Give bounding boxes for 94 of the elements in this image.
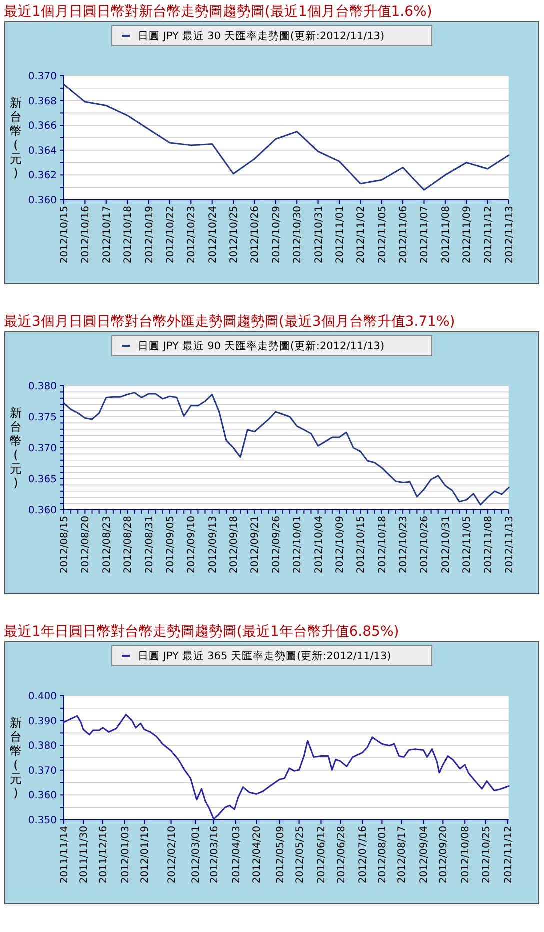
x-tick-label: 2012/07/16 — [358, 826, 370, 884]
y-tick-label: 0.368 — [28, 96, 57, 108]
x-tick-label: 2012/09/13 — [208, 516, 219, 574]
x-tick-label: 2012/10/17 — [102, 206, 113, 264]
y-tick-label: 0.360 — [28, 790, 57, 802]
x-tick-label: 2012/09/20 — [438, 826, 450, 884]
x-tick-label: 2012/10/18 — [377, 516, 388, 574]
y-tick-label: 0.370 — [28, 766, 57, 777]
y-tick-label: 0.375 — [28, 412, 57, 424]
x-tick-label: 2012/10/23 — [186, 206, 198, 264]
x-tick-label: 2012/10/31 — [314, 206, 325, 264]
y-axis-title: 新台幣(元) — [10, 716, 22, 800]
x-tick-label: 2012/04/03 — [231, 826, 242, 884]
x-tick-label: 2012/10/25 — [481, 826, 492, 884]
x-tick-label: 2012/09/21 — [250, 516, 262, 574]
x-tick-label: 2012/10/09 — [334, 516, 346, 574]
x-tick-label: 2012/01/19 — [140, 826, 151, 884]
y-tick-label: 0.350 — [28, 816, 57, 826]
x-tick-label: 2012/10/08 — [460, 826, 472, 884]
x-tick-label: 2012/10/23 — [398, 516, 410, 574]
x-tick-label: 2012/10/24 — [208, 206, 219, 264]
x-tick-label: 2012/02/10 — [166, 826, 178, 884]
x-tick-label: 2012/06/28 — [336, 826, 348, 884]
x-tick-label: 2012/08/28 — [123, 516, 134, 574]
x-tick-label: 2012/11/08 — [440, 206, 452, 264]
x-tick-label: 2012/10/15 — [356, 516, 368, 574]
y-tick-label: 0.364 — [28, 146, 57, 157]
y-tick-label: 0.366 — [28, 121, 57, 132]
x-tick-label: 2012/08/17 — [397, 826, 408, 884]
x-tick-label: 2012/10/26 — [420, 516, 431, 574]
x-tick-label: 2012/10/25 — [229, 206, 240, 264]
legend-label: 日圓 JPY 最近 30 天匯率走勢圖(更新:2012/11/13) — [138, 30, 385, 43]
chart-title: 最近3個月日圓日幣對台幣外匯走勢圖趨勢圖(最近3個月台幣升值3.71%) — [4, 314, 456, 330]
x-tick-label: 2012/11/02 — [356, 206, 368, 264]
y-tick-label: 0.380 — [28, 382, 57, 392]
x-tick-label: 2012/03/01 — [191, 826, 202, 884]
legend-label: 日圓 JPY 最近 90 天匯率走勢圖(更新:2012/11/13) — [138, 340, 385, 353]
x-tick-label: 2012/09/26 — [271, 516, 282, 574]
x-tick-label: 2012/03/16 — [209, 826, 220, 884]
x-tick-label: 2012/11/01 — [334, 206, 346, 264]
x-tick-label: 2012/11/08 — [483, 516, 494, 574]
x-tick-label: 2012/04/20 — [252, 826, 264, 884]
y-tick-label: 0.390 — [28, 716, 57, 728]
x-tick-label: 2012/09/18 — [229, 516, 240, 574]
x-tick-label: 2012/11/09 — [462, 206, 474, 264]
x-tick-label: 2012/11/12 — [483, 206, 494, 264]
x-tick-label: 2012/11/05 — [377, 206, 388, 264]
y-tick-label: 0.400 — [28, 692, 57, 702]
line-series — [63, 392, 510, 506]
x-tick-label: 2012/11/13 — [504, 516, 516, 574]
x-tick-label: 2012/10/30 — [292, 206, 304, 264]
x-tick-label: 2012/08/31 — [144, 516, 156, 574]
x-tick-label: 2012/10/01 — [292, 516, 304, 574]
x-tick-label: 2012/10/18 — [123, 206, 134, 264]
x-tick-label: 2012/09/05 — [165, 516, 176, 574]
x-tick-label: 2012/10/19 — [144, 206, 156, 264]
x-tick-label: 2012/08/15 — [60, 516, 70, 574]
x-tick-label: 2012/10/26 — [250, 206, 262, 264]
y-axis-title: 新台幣(元) — [10, 96, 22, 180]
x-tick-label: 2011/11/14 — [60, 826, 70, 884]
y-axis-title: 新台幣(元) — [10, 406, 22, 490]
x-tick-label: 2012/08/20 — [80, 516, 92, 574]
legend-label: 日圓 JPY 最近 365 天匯率走勢圖(更新:2012/11/13) — [138, 650, 392, 663]
y-tick-label: 0.360 — [28, 506, 57, 516]
y-tick-label: 0.360 — [28, 196, 57, 206]
x-tick-label: 2012/10/22 — [165, 206, 176, 264]
x-tick-label: 2012/11/12 — [503, 826, 514, 884]
x-tick-label: 2012/10/04 — [314, 516, 325, 574]
x-tick-label: 2012/11/07 — [420, 206, 431, 264]
x-tick-label: 2012/09/04 — [419, 826, 430, 884]
x-tick-label: 2012/10/31 — [440, 516, 452, 574]
chart-title: 最近1年日圓日幣對台幣走勢圖趨勢圖(最近1年台幣升值6.85%) — [4, 624, 400, 640]
x-tick-label: 2012/05/25 — [294, 826, 306, 884]
x-tick-label: 2012/08/23 — [102, 516, 113, 574]
y-tick-label: 0.370 — [28, 72, 57, 82]
chart-title: 最近1個月日圓日幣對新台幣走勢圖趨勢圖(最近1個月台幣升值1.6%) — [4, 4, 432, 20]
x-tick-label: 2012/10/15 — [60, 206, 70, 264]
y-tick-label: 0.362 — [28, 170, 57, 182]
x-tick-label: 2012/08/01 — [378, 826, 389, 884]
x-tick-label: 2012/11/13 — [504, 206, 516, 264]
x-tick-label: 2012/01/03 — [120, 826, 132, 884]
x-tick-label: 2012/05/09 — [275, 826, 286, 884]
x-tick-label: 2012/09/10 — [186, 516, 198, 574]
x-tick-label: 2012/10/16 — [80, 206, 92, 264]
x-tick-label: 2011/12/16 — [98, 826, 110, 884]
y-tick-label: 0.370 — [28, 444, 57, 454]
x-tick-label: 2012/10/29 — [271, 206, 282, 264]
x-tick-label: 2012/11/06 — [398, 206, 410, 264]
x-tick-label: 2012/11/05 — [462, 516, 474, 574]
y-tick-label: 0.365 — [28, 474, 57, 486]
x-tick-label: 2011/11/30 — [79, 826, 90, 884]
x-tick-label: 2012/06/12 — [316, 826, 328, 884]
line-series — [63, 84, 510, 191]
y-tick-label: 0.380 — [28, 741, 57, 752]
